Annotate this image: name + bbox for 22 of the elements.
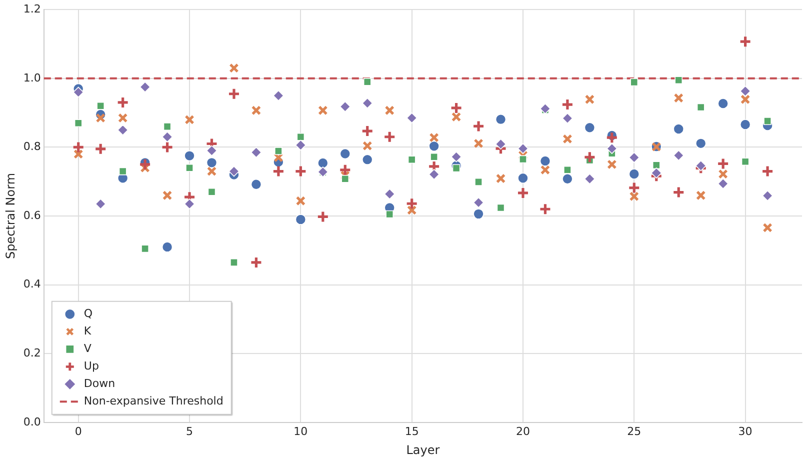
legend-label: K [84, 324, 92, 338]
legend-label: Non-expansive Threshold [84, 394, 224, 408]
y-axis-title: Spectral Norm [3, 172, 18, 260]
legend-label: Down [84, 377, 116, 390]
x-axis-title: Layer [406, 442, 440, 457]
x-tick-label: 20 [516, 424, 530, 438]
y-tick-label: 1.2 [23, 2, 41, 16]
x-tick-label: 25 [627, 424, 642, 438]
y-tick-label: 0.8 [23, 140, 41, 154]
legend-label: V [84, 342, 92, 356]
y-tick-label: 1.0 [23, 71, 41, 84]
y-tick-label: 0.2 [23, 346, 41, 360]
legend-label: Up [84, 360, 99, 373]
x-tick-label: 30 [738, 424, 752, 438]
y-tick-label: 0.6 [23, 208, 41, 222]
x-tick-label: 10 [294, 424, 308, 438]
x-tick-label: 5 [186, 424, 194, 438]
y-tick-label: 0.4 [23, 278, 41, 291]
x-tick-label: 0 [74, 424, 82, 438]
y-tick-label: 0.0 [23, 415, 41, 428]
legend-label: Q [84, 307, 93, 320]
x-tick-label: 15 [404, 424, 419, 438]
